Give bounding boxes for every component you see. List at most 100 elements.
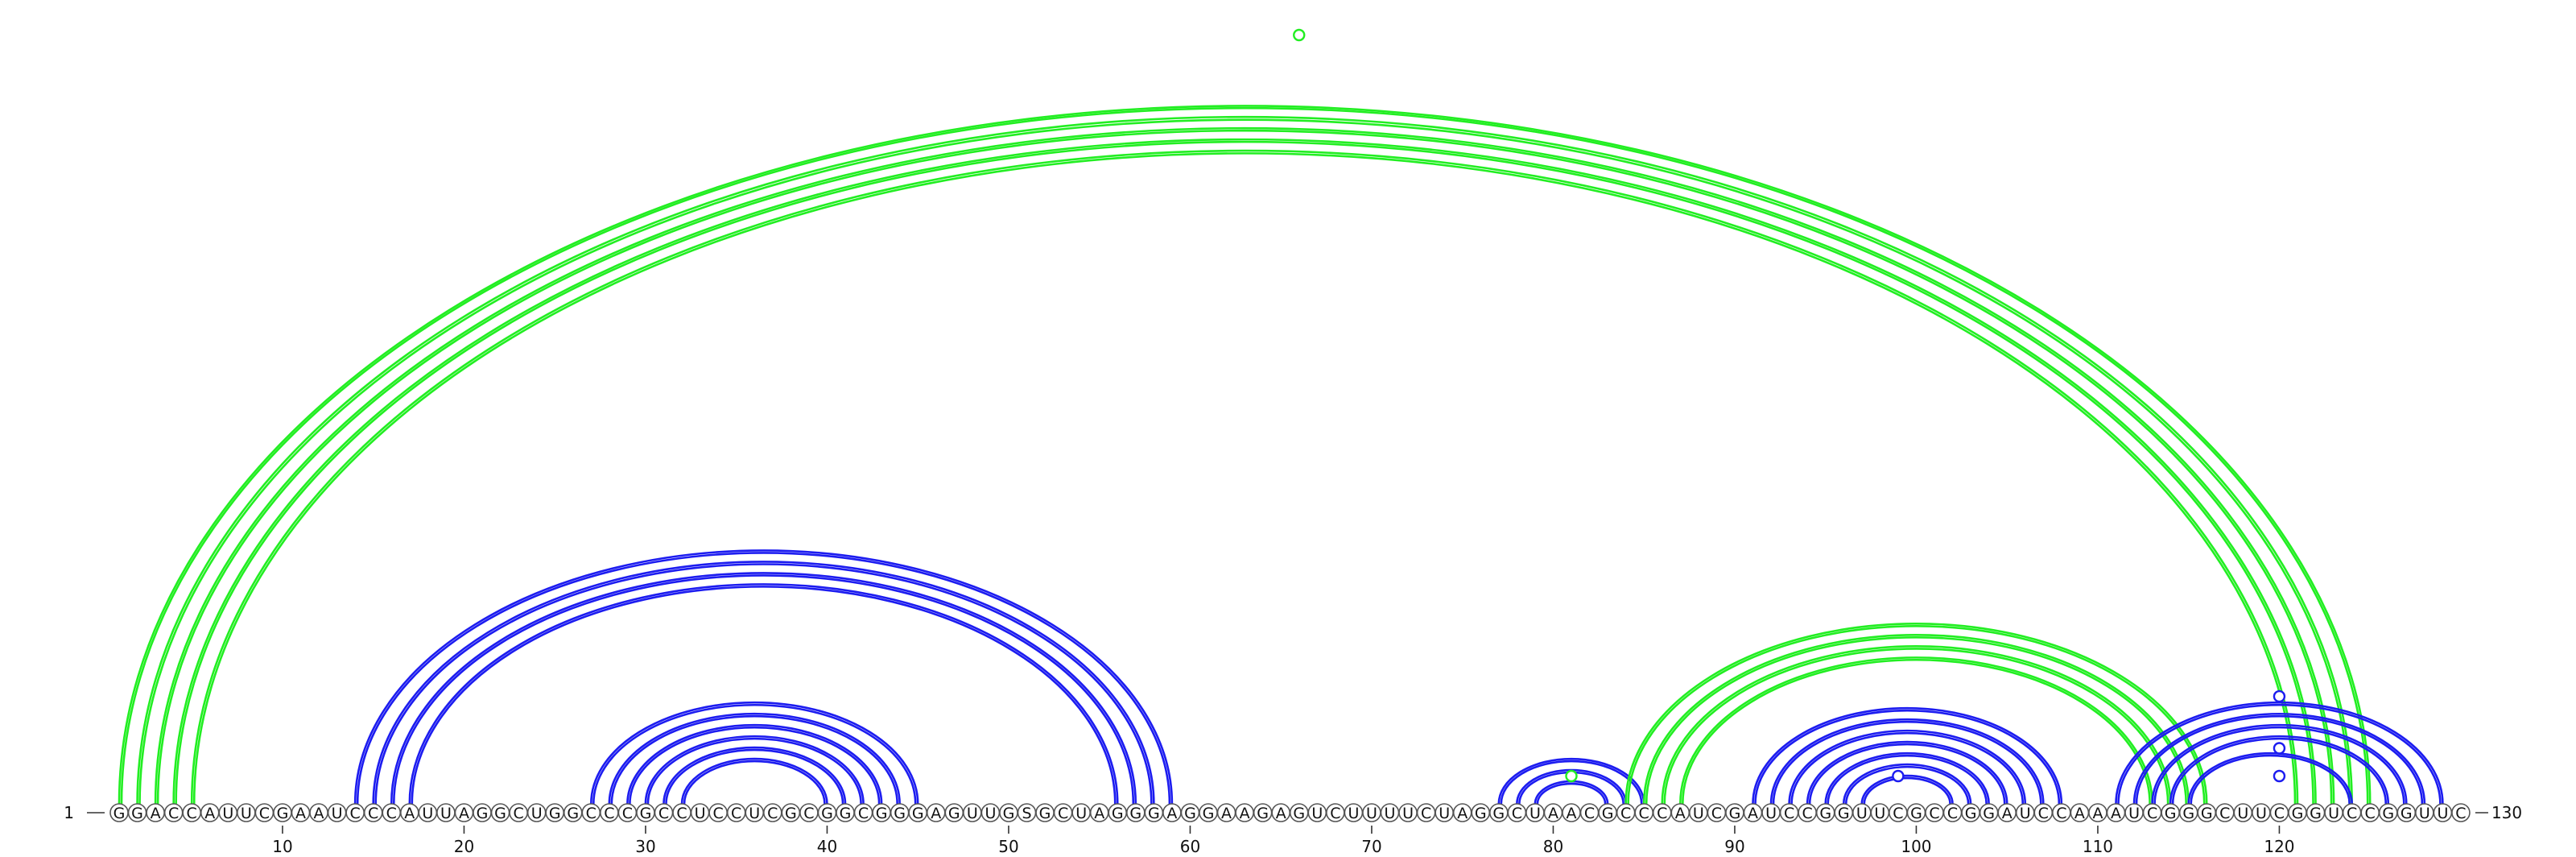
nucleotide-letter: G (494, 805, 506, 822)
base-pair-arc-inner (374, 563, 1153, 805)
nucleotide-letter: G (2292, 805, 2304, 822)
nucleotide-52: G (1035, 803, 1055, 822)
nucleotide-5: C (182, 803, 201, 822)
nucleotide-101: C (1925, 803, 1944, 822)
base-pair-arc (353, 549, 1174, 805)
nucleotide-letter: C (1802, 805, 1813, 822)
nucleotide-17: A (399, 803, 419, 822)
nucleotide-letter: A (2074, 805, 2085, 822)
nucleotide-116: G (2197, 803, 2217, 822)
tick-label-120: 120 (2264, 837, 2294, 856)
nucleotide-letter: G (1475, 805, 1487, 822)
nucleotide-24: U (526, 803, 547, 822)
base-pair-arc-inner (665, 748, 844, 805)
loop-marker-3 (1892, 769, 1905, 783)
nucleotide-45: G (908, 803, 927, 822)
base-pair-arc (1806, 740, 2008, 805)
base-pair-arc-inner (120, 106, 2369, 805)
nucleotide-74: U (1435, 803, 1454, 822)
nucleotide-59: A (1162, 803, 1182, 822)
nucleotide-68: C (1326, 803, 1345, 822)
nucleotide-letter: A (1748, 805, 1758, 822)
nucleotide-letter: A (1094, 805, 1104, 822)
helix-hairpin-100 (1752, 706, 2063, 805)
base-pair-arc (390, 572, 1137, 805)
nucleotide-letter: G (567, 805, 579, 822)
base-pair-arc (1824, 751, 1990, 805)
base-pair-arc-inner (1844, 765, 1970, 805)
nucleotide-41: G (836, 803, 855, 822)
nucleotide-37: C (762, 803, 782, 822)
nucleotide-121: G (2288, 803, 2307, 822)
nucleotide-111: A (2106, 803, 2126, 822)
nucleotide-letter: A (931, 805, 941, 822)
base-pair-arc-inner (2153, 726, 2405, 805)
nucleotide-letter: A (204, 805, 215, 822)
nucleotide-letter: C (658, 805, 669, 822)
nucleotide-34: C (708, 803, 728, 822)
nucleotide-letter: U (2237, 805, 2248, 822)
nucleotide-67: U (1307, 803, 1327, 822)
nucleotide-letter: C (1584, 805, 1595, 822)
nucleotide-letter: G (114, 805, 126, 822)
nucleotide-letter: G (1148, 805, 1160, 822)
nucleotide-letter: G (1003, 805, 1015, 822)
nucleotide-6: A (200, 803, 220, 822)
nucleotide-letter: C (767, 805, 778, 822)
nucleotide-letter: G (1112, 805, 1124, 822)
nucleotide-letter: C (1657, 805, 1667, 822)
nucleotide-letter: U (2419, 805, 2430, 822)
tick-label-50: 50 (998, 837, 1018, 856)
nucleotide-39: C (799, 803, 819, 822)
nucleotide-2: G (127, 803, 147, 822)
nucleotide-letter: U (531, 805, 543, 822)
nucleotide-58: G (1144, 803, 1164, 822)
loop-markers (1293, 28, 2286, 783)
nucleotide-letter: G (477, 805, 489, 822)
base-pair-arc (2187, 751, 2353, 805)
loop-marker-5 (2273, 742, 2286, 755)
nucleotide-46: A (926, 803, 946, 822)
nucleotide-117: C (2215, 803, 2235, 822)
nucleotide-128: U (2415, 803, 2434, 822)
nucleotide-letter: C (2365, 805, 2376, 822)
nucleotide-118: U (2233, 803, 2253, 822)
nucleotide-letter: G (1257, 805, 1269, 822)
base-pair-arc-inner (1790, 731, 2025, 805)
base-pair-arc-inner (1808, 743, 2006, 805)
nucleotide-letter: C (368, 805, 378, 822)
nucleotide-96: G (1834, 803, 1854, 822)
nucleotide-78: C (1507, 803, 1527, 822)
base-pair-arc (1769, 718, 2045, 805)
base-pair-arc-inner (1827, 754, 1988, 805)
nucleotide-125: C (2360, 803, 2380, 822)
nucleotide-letter: U (1693, 805, 1704, 822)
nucleotide-letter: C (713, 805, 724, 822)
base-pair-arc (136, 115, 2353, 805)
nucleotide-letter: C (622, 805, 633, 822)
nucleotide-15: C (363, 803, 383, 822)
nucleotide-114: G (2161, 803, 2180, 822)
nucleotide-69: U (1344, 803, 1364, 822)
nucleotide-letter: S (1022, 805, 1031, 822)
nucleotide-letter: G (1983, 805, 1995, 822)
nucleotide-letter: C (1620, 805, 1631, 822)
nucleotide-letter: A (2111, 805, 2121, 822)
base-pair-arc (1842, 763, 1972, 805)
nucleotide-letter: C (2147, 805, 2157, 822)
nucleotide-63: A (1235, 803, 1254, 822)
nucleotide-13: U (327, 803, 347, 822)
tick-label-20: 20 (454, 837, 474, 856)
tick-label-110: 110 (2083, 837, 2113, 856)
base-pair-arc-inner (1500, 760, 1643, 805)
nucleotide-letter: G (821, 805, 833, 822)
nucleotide-105: A (1997, 803, 2017, 822)
nucleotide-letter: U (967, 805, 978, 822)
base-pair-arc (1860, 774, 1954, 805)
nucleotide-letter: G (1129, 805, 1141, 822)
nucleotide-95: G (1815, 803, 1835, 822)
base-pair-arc (608, 712, 901, 805)
loop-marker-1 (1293, 28, 1306, 42)
nucleotide-letter: A (151, 805, 161, 822)
nucleotide-127: G (2396, 803, 2417, 822)
